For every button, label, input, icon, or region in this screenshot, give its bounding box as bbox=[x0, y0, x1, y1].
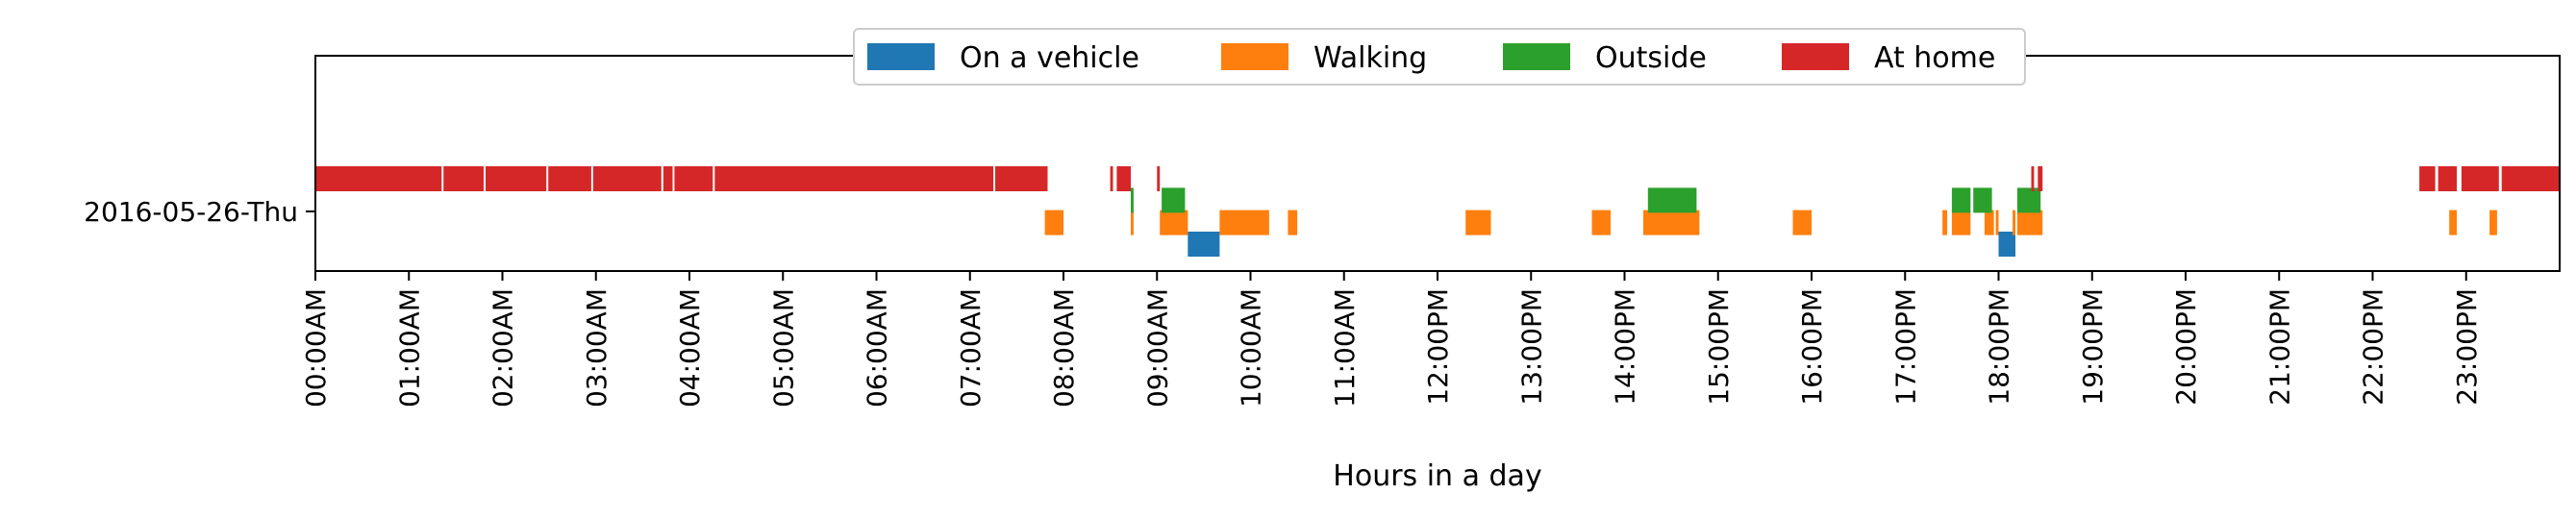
walking-bar bbox=[2016, 210, 2043, 235]
walking-bar bbox=[1160, 210, 1188, 235]
on-a-vehicle-bar bbox=[1188, 232, 1220, 257]
x-tick-label: 17:00PM bbox=[1889, 288, 1921, 406]
walking-bar bbox=[1131, 210, 1134, 235]
x-tick-label: 00:00AM bbox=[300, 288, 332, 408]
outside-bar bbox=[1973, 187, 1992, 213]
walking-bar bbox=[2449, 210, 2457, 235]
x-tick-label: 03:00AM bbox=[581, 288, 613, 408]
legend-frame bbox=[853, 28, 2026, 86]
at-home-bar bbox=[592, 166, 662, 191]
outside-bar bbox=[1131, 187, 1134, 213]
walking-bar bbox=[1951, 210, 1971, 235]
walking-bar bbox=[1591, 210, 1611, 235]
outside-bar bbox=[1647, 187, 1697, 213]
x-axis-title: Hours in a day bbox=[1333, 459, 1541, 493]
x-tick-label: 08:00AM bbox=[1048, 288, 1080, 408]
y-axis: 2016-05-26-Thu bbox=[84, 196, 315, 228]
at-home-bar bbox=[315, 166, 442, 191]
at-home-bar bbox=[1157, 166, 1161, 191]
at-home-bar bbox=[443, 166, 484, 191]
x-tick-label: 20:00PM bbox=[2170, 288, 2202, 406]
x-tick-label: 14:00PM bbox=[1610, 288, 1641, 406]
legend: On a vehicle Walking Outside At home bbox=[853, 28, 2026, 86]
x-tick-label: 23:00PM bbox=[2451, 288, 2483, 406]
walking-bar bbox=[1643, 210, 1700, 235]
walking-bar bbox=[2013, 210, 2015, 235]
legend-label-outside: Outside bbox=[1595, 41, 1707, 75]
x-tick-label: 02:00AM bbox=[488, 288, 519, 408]
outside-bar bbox=[1951, 187, 1971, 213]
at-home-bar bbox=[2461, 166, 2499, 191]
at-home-bar bbox=[2501, 166, 2560, 191]
x-tick-label: 18:00PM bbox=[1984, 288, 2015, 406]
legend-swatch-walking bbox=[1221, 43, 1288, 70]
x-tick-label: 19:00PM bbox=[2077, 288, 2109, 406]
walking-bar bbox=[1465, 210, 1491, 235]
y-tick-label: 2016-05-26-Thu bbox=[84, 196, 298, 228]
bars-layer bbox=[315, 166, 2560, 257]
x-tick-label: 21:00PM bbox=[2263, 288, 2295, 406]
walking-bar bbox=[1288, 210, 1298, 235]
x-tick-label: 22:00PM bbox=[2358, 288, 2389, 406]
legend-label-at-home: At home bbox=[1874, 41, 1995, 75]
plot-frame bbox=[314, 55, 2561, 272]
walking-bar bbox=[2489, 210, 2497, 235]
legend-swatch-on-a-vehicle bbox=[867, 43, 935, 70]
walking-bar bbox=[1984, 210, 1994, 235]
at-home-bar bbox=[1110, 166, 1113, 191]
x-axis: 00:00AM 01:00AM 02:00AM 03:00AM 04:00AM 05:00… bbox=[300, 271, 2483, 408]
x-tick-label: 05:00AM bbox=[767, 288, 799, 408]
walking-bar bbox=[1044, 210, 1063, 235]
at-home-bar bbox=[486, 166, 547, 191]
outside-bar bbox=[2016, 187, 2041, 213]
at-home-bar bbox=[2419, 166, 2436, 191]
x-tick-label: 06:00AM bbox=[862, 288, 893, 408]
x-tick-label: 04:00AM bbox=[674, 288, 706, 408]
at-home-bar bbox=[2031, 166, 2035, 191]
legend-swatch-outside bbox=[1503, 43, 1570, 70]
legend-label-on-a-vehicle: On a vehicle bbox=[960, 41, 1139, 75]
at-home-bar bbox=[2438, 166, 2457, 191]
legend-label-walking: Walking bbox=[1313, 41, 1427, 75]
at-home-bar bbox=[1116, 166, 1131, 191]
at-home-bar bbox=[2038, 166, 2043, 191]
at-home-bar bbox=[548, 166, 591, 191]
walking-bar bbox=[1995, 210, 1999, 235]
at-home-bar bbox=[674, 166, 713, 191]
x-tick-label: 16:00PM bbox=[1796, 288, 1828, 406]
x-tick-label: 07:00AM bbox=[955, 288, 987, 408]
outside-bar bbox=[1162, 187, 1186, 213]
x-tick-label: 13:00PM bbox=[1515, 288, 1547, 406]
x-tick-label: 15:00PM bbox=[1703, 288, 1735, 406]
walking-bar bbox=[1942, 210, 1947, 235]
at-home-bar bbox=[714, 166, 994, 191]
x-tick-label: 01:00AM bbox=[393, 288, 425, 408]
on-a-vehicle-bar bbox=[1998, 232, 2015, 257]
x-tick-label: 12:00PM bbox=[1422, 288, 1454, 406]
at-home-bar bbox=[995, 166, 1048, 191]
x-tick-label: 10:00AM bbox=[1236, 288, 1267, 408]
x-tick-label: 11:00AM bbox=[1329, 288, 1361, 408]
at-home-bar bbox=[663, 166, 673, 191]
x-tick-label: 09:00AM bbox=[1141, 288, 1173, 408]
walking-bar bbox=[1792, 210, 1812, 235]
legend-swatch-at-home bbox=[1782, 43, 1849, 70]
walking-bar bbox=[1219, 210, 1269, 235]
